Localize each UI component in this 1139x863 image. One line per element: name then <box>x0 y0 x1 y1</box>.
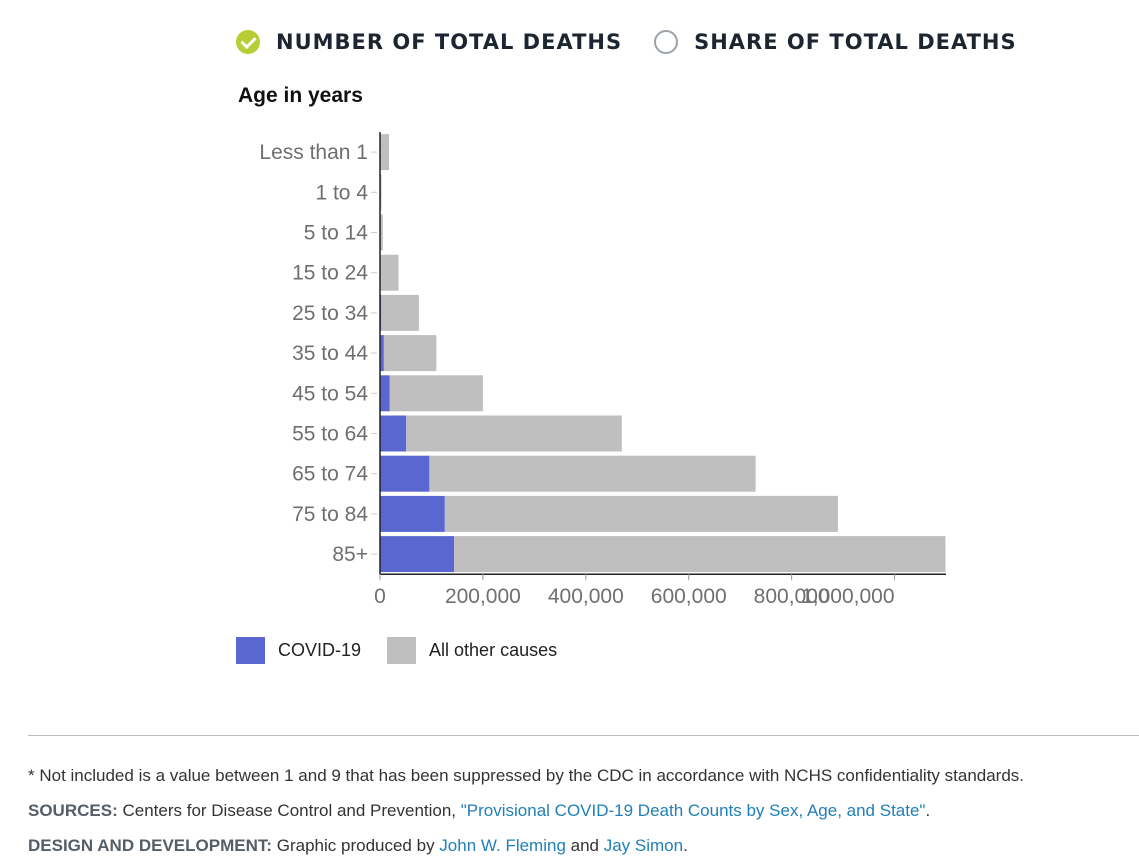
chart-legend: COVID-19 All other causes <box>236 637 557 664</box>
y-tick-label-4: 25 to 34 <box>292 302 368 325</box>
x-tick-label-0: 0 <box>374 585 386 608</box>
design-label: DESIGN AND DEVELOPMENT: <box>28 836 272 855</box>
y-tick-label-2: 5 to 14 <box>304 222 369 245</box>
bar-other-0 <box>380 134 389 170</box>
legend-label-covid: COVID-19 <box>278 640 361 661</box>
design-and: and <box>566 836 604 855</box>
legend-label-other: All other causes <box>429 640 557 661</box>
bar-other-4 <box>381 295 419 331</box>
sources-end: . <box>925 801 930 820</box>
bar-other-5 <box>384 335 436 371</box>
x-tick-label-2: 400,000 <box>548 585 624 608</box>
y-tick-label-5: 35 to 44 <box>292 342 368 365</box>
x-tick-label-1: 200,000 <box>445 585 521 608</box>
footnote: * Not included is a value between 1 and … <box>28 758 1024 793</box>
bar-other-3 <box>381 255 399 291</box>
x-tick-label-5: 1,000,000 <box>801 585 894 608</box>
design-text: Graphic produced by <box>277 836 440 855</box>
bar-other-6 <box>390 375 483 411</box>
sources-label: SOURCES: <box>28 801 118 820</box>
sources-line: SOURCES: Centers for Disease Control and… <box>28 793 1024 828</box>
bar-other-9 <box>445 496 838 532</box>
design-end: . <box>683 836 688 855</box>
y-tick-label-8: 65 to 74 <box>292 463 368 486</box>
bar-covid-9 <box>380 496 445 532</box>
legend-swatch-covid <box>236 637 265 664</box>
x-tick-label-3: 600,000 <box>651 585 727 608</box>
y-tick-label-1: 1 to 4 <box>315 181 368 204</box>
author-link-simon[interactable]: Jay Simon <box>604 836 683 855</box>
y-tick-label-9: 75 to 84 <box>292 503 368 526</box>
divider <box>28 735 1139 736</box>
bar-other-10 <box>454 536 945 572</box>
sources-link[interactable]: "Provisional COVID-19 Death Counts by Se… <box>461 801 926 820</box>
bar-other-8 <box>429 456 755 492</box>
bar-covid-6 <box>380 375 390 411</box>
y-tick-label-3: 15 to 24 <box>292 262 368 285</box>
y-tick-label-10: 85+ <box>332 543 368 566</box>
bar-covid-8 <box>380 456 429 492</box>
author-link-fleming[interactable]: John W. Fleming <box>439 836 566 855</box>
legend-item-covid: COVID-19 <box>236 637 361 664</box>
bar-other-7 <box>406 416 622 452</box>
bar-covid-7 <box>380 416 406 452</box>
bar-covid-10 <box>380 536 454 572</box>
legend-item-other: All other causes <box>387 637 557 664</box>
y-tick-label-0: Less than 1 <box>259 141 368 164</box>
y-tick-label-6: 45 to 54 <box>292 382 368 405</box>
chart-notes: * Not included is a value between 1 and … <box>28 758 1024 863</box>
y-tick-label-7: 55 to 64 <box>292 423 368 446</box>
sources-text: Centers for Disease Control and Preventi… <box>122 801 460 820</box>
legend-swatch-other <box>387 637 416 664</box>
credits-line: DESIGN AND DEVELOPMENT: Graphic produced… <box>28 828 1024 863</box>
